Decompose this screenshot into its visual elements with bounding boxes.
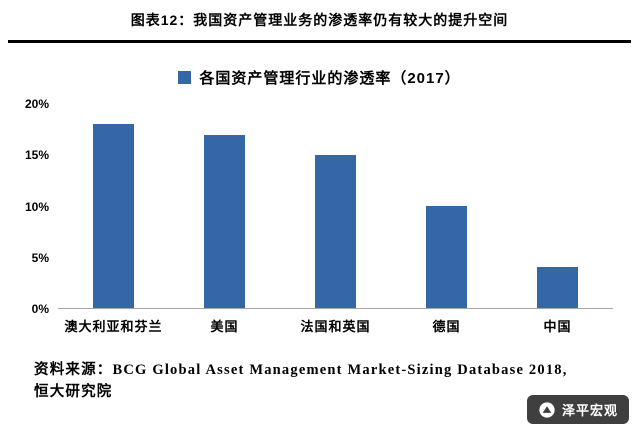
y-axis-tick: 15% [24,148,49,163]
source-line2: 恒大研究院 [34,384,113,401]
legend-label: 各国资产管理行业的渗透率（2017） [199,70,461,87]
bar-column [391,104,502,308]
watermark-badge: 泽平宏观 [526,395,629,424]
page-title: 图表12：我国资产管理业务的渗透率仍有较大的提升空间 [130,12,509,28]
watermark-logo-icon [538,401,556,419]
y-axis-tick: 20% [24,97,49,111]
bar-column [169,104,280,308]
plot-area [58,104,613,309]
chart-legend: 各国资产管理行业的渗透率（2017） [0,67,639,88]
y-axis-tick: 10% [24,199,49,214]
source-text: 资料来源：BCG Global Asset Management Market-… [34,359,639,404]
x-axis-label: 澳大利亚和芬兰 [64,319,163,334]
bar-4 [537,267,578,308]
source-line1: BCG Global Asset Management Market-Sizin… [112,362,568,378]
x-axis-label: 法国和英国 [300,319,371,334]
x-axis-label: 中国 [543,319,572,334]
title-divider [8,40,631,43]
source-label: 资料来源： [34,362,113,378]
bar-2 [315,155,356,308]
x-axis-label: 德国 [432,319,461,334]
bar-0 [93,124,134,308]
y-axis: 0% 5% 10% 15% 20% [12,97,58,316]
watermark-label: 泽平宏观 [561,403,618,418]
x-axis-labels: 澳大利亚和芬兰 美国 法国和英国 德国 中国 [58,316,613,335]
legend-swatch [178,71,192,84]
y-axis-tick: 5% [31,250,49,265]
x-axis-label: 美国 [210,319,239,334]
bar-chart: 0% 5% 10% 15% 20% [12,97,613,316]
bar-column [502,104,613,308]
y-axis-tick: 0% [31,302,49,316]
bar-column [280,104,391,308]
bar-3 [426,206,467,308]
bar-1 [204,134,245,308]
bar-column [58,104,169,308]
